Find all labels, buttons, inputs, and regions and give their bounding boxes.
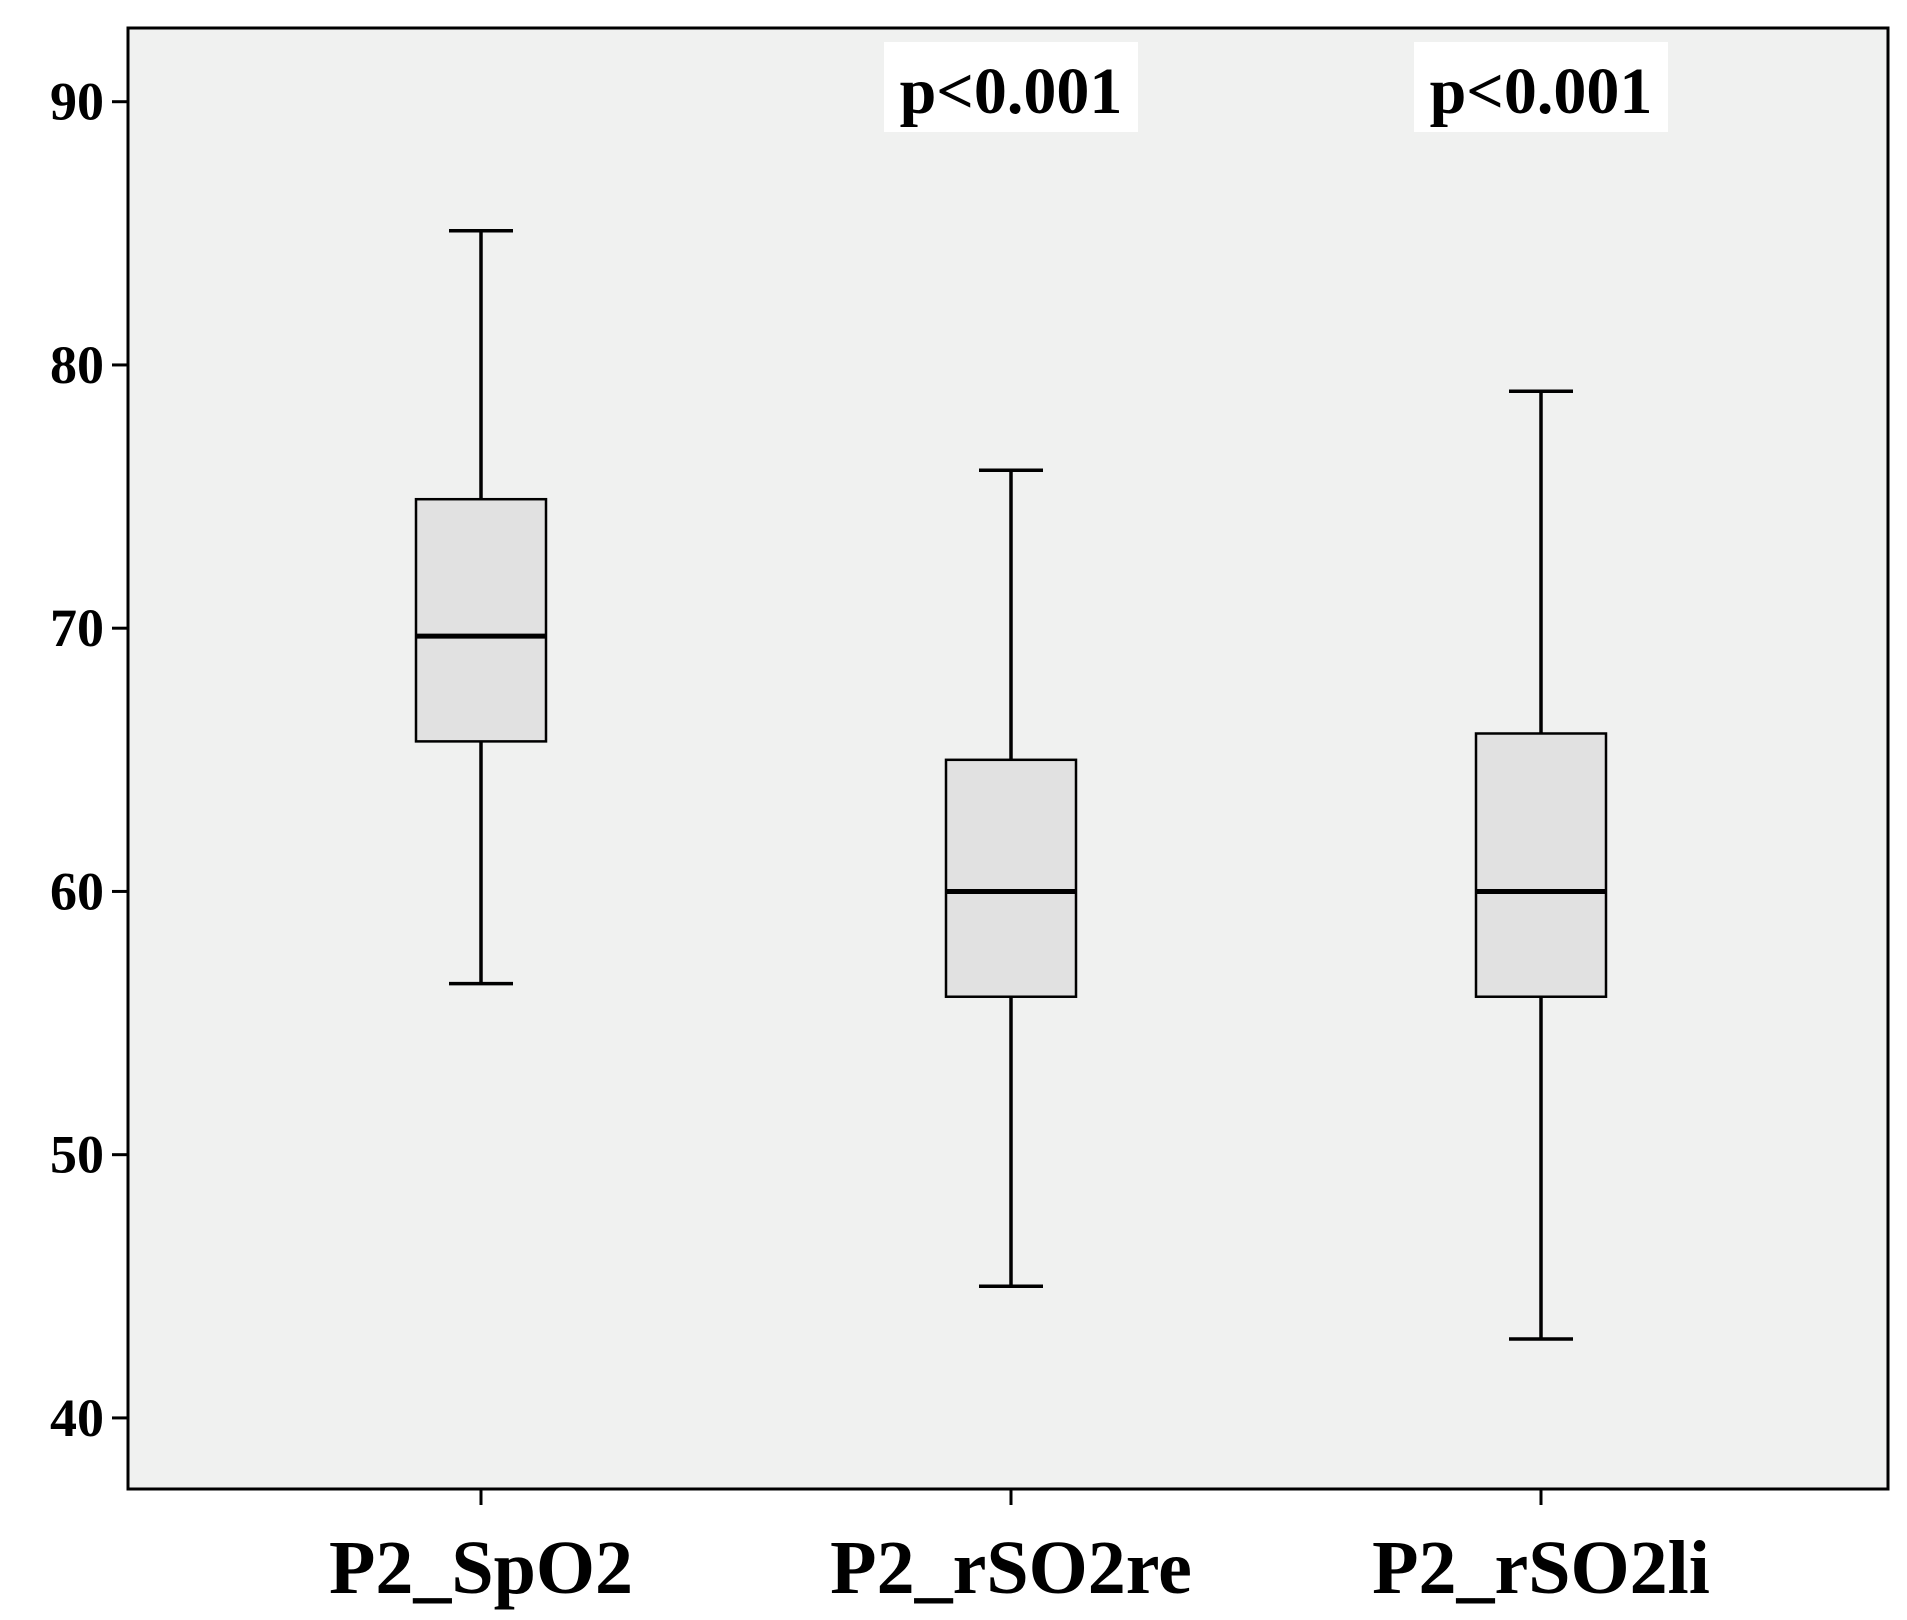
y-tick-label-80: 80 — [50, 335, 104, 395]
p-value-annotation-P2_rSO2li: p<0.001 — [1414, 42, 1668, 132]
x-axis: P2_SpO2 P2_rSO2re P2_rSO2li — [329, 1489, 1710, 1610]
x-label-P2_rSO2re: P2_rSO2re — [830, 1526, 1192, 1610]
box-iqr — [944, 758, 1078, 998]
box-iqr — [414, 497, 548, 743]
y-tick-label-60: 60 — [50, 861, 104, 921]
annotations: p<0.001 p<0.001 — [884, 42, 1668, 132]
annotation-text: p<0.001 — [900, 55, 1123, 128]
box-P2_SpO2 — [414, 228, 548, 986]
box-P2_rSO2re — [944, 468, 1078, 1289]
annotation-background — [1414, 42, 1668, 132]
boxes — [414, 228, 1608, 1341]
y-tick-label-70: 70 — [50, 598, 104, 658]
annotation-background — [884, 42, 1138, 132]
box-iqr — [1474, 732, 1608, 998]
x-label-P2_SpO2: P2_SpO2 — [329, 1526, 633, 1610]
y-tick-label-40: 40 — [50, 1388, 104, 1448]
plot-area — [126, 26, 1890, 1491]
y-tick-label-90: 90 — [50, 72, 104, 132]
y-axis: 40 50 60 70 80 90 — [50, 72, 128, 1448]
x-label-P2_rSO2li: P2_rSO2li — [1372, 1526, 1710, 1610]
annotation-text: p<0.001 — [1430, 55, 1653, 128]
y-tick-label-50: 50 — [50, 1125, 104, 1185]
p-value-annotation-P2_rSO2re: p<0.001 — [884, 42, 1138, 132]
box-P2_rSO2li — [1474, 389, 1608, 1341]
